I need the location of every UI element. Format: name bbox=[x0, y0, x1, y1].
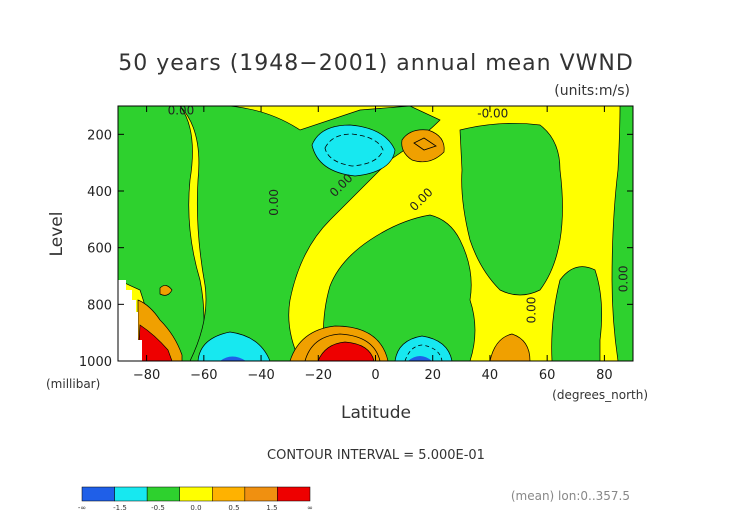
colorbar-swatch bbox=[114, 486, 148, 502]
solid-contour-upper bbox=[413, 137, 437, 151]
contour-label: 0.00 bbox=[616, 265, 630, 292]
colorbar-swatch bbox=[212, 486, 246, 502]
x-tick-label: 60 bbox=[539, 368, 556, 383]
x-axis-label: Latitude bbox=[341, 403, 411, 423]
colorbar-label: -0.5 bbox=[151, 504, 165, 512]
y-axis-ticks: 200 400 600 800 1000 bbox=[79, 128, 633, 370]
colorbar-label: 0.0 bbox=[190, 504, 201, 512]
contour-interval-text: CONTOUR INTERVAL = 5.000E-01 bbox=[267, 448, 485, 463]
cyan-region-upper bbox=[311, 124, 396, 177]
cyan-region-nh-surface bbox=[394, 335, 453, 361]
dashed-contour-surface bbox=[404, 344, 443, 361]
colorbar-swatch bbox=[179, 486, 213, 502]
x-tick-label: 20 bbox=[424, 368, 441, 383]
blue-region-nh-surface bbox=[408, 356, 432, 361]
x-tick-label: −60 bbox=[190, 368, 217, 383]
y-axis-label: Level bbox=[47, 212, 67, 257]
contour-label: -0.00 bbox=[477, 106, 508, 120]
y-axis-units: (millibar) bbox=[46, 377, 100, 391]
y-tick-label: 200 bbox=[87, 128, 112, 143]
colorbar-label: 0.5 bbox=[228, 504, 239, 512]
x-tick-label: −80 bbox=[133, 368, 160, 383]
plot-area bbox=[118, 106, 633, 361]
colorbar: -∞ -1.5 -0.5 0.0 0.5 1.5 ∞ bbox=[78, 486, 313, 512]
dashed-contour-upper bbox=[324, 133, 384, 167]
x-tick-label: −40 bbox=[247, 368, 274, 383]
x-tick-label: 80 bbox=[596, 368, 613, 383]
colorbar-swatch bbox=[81, 486, 115, 502]
green-region-east bbox=[551, 266, 603, 361]
missing-data-region bbox=[118, 280, 142, 361]
colorbar-label: -1.5 bbox=[113, 504, 127, 512]
chart-title: 50 years (1948−2001) annual mean VWND bbox=[118, 51, 634, 76]
colorbar-label: -∞ bbox=[78, 504, 86, 512]
orange-region-nh-surface bbox=[489, 333, 531, 361]
units-label: (units:m/s) bbox=[554, 83, 630, 99]
colorbar-label: 1.5 bbox=[266, 504, 277, 512]
cyan-region-sh-surface bbox=[197, 331, 271, 361]
solid-contour-surface bbox=[304, 333, 381, 361]
green-region-north bbox=[459, 123, 563, 296]
x-axis-units: (degrees_north) bbox=[552, 388, 648, 402]
red-region-eq-surface bbox=[317, 341, 375, 361]
y-tick-label: 400 bbox=[87, 185, 112, 200]
colorbar-label: ∞ bbox=[307, 504, 313, 512]
mean-note: (mean) lon:0..357.5 bbox=[511, 489, 630, 503]
contour-label: 0.00 bbox=[168, 104, 195, 118]
green-region-far-east bbox=[611, 106, 633, 361]
y-tick-label: 800 bbox=[87, 298, 112, 313]
colorbar-swatch bbox=[244, 486, 278, 502]
y-tick-label: 1000 bbox=[79, 355, 112, 370]
x-tick-label: −20 bbox=[305, 368, 332, 383]
orange-region-sh-polar-small bbox=[159, 285, 173, 296]
colorbar-swatch bbox=[146, 486, 180, 502]
x-axis-ticks: −80 −60 −40 −20 0 20 40 60 80 bbox=[133, 106, 613, 383]
blue-region-sh-surface bbox=[220, 356, 246, 361]
colorbar-swatch bbox=[277, 486, 311, 502]
contour-label: 0.00 bbox=[525, 297, 539, 324]
contour-label: 0.00 bbox=[267, 189, 281, 216]
y-tick-label: 600 bbox=[87, 242, 112, 257]
x-tick-label: 0 bbox=[371, 368, 379, 383]
red-region-sh-polar bbox=[137, 324, 173, 361]
orange-region-upper bbox=[401, 129, 445, 163]
x-tick-label: 40 bbox=[482, 368, 499, 383]
